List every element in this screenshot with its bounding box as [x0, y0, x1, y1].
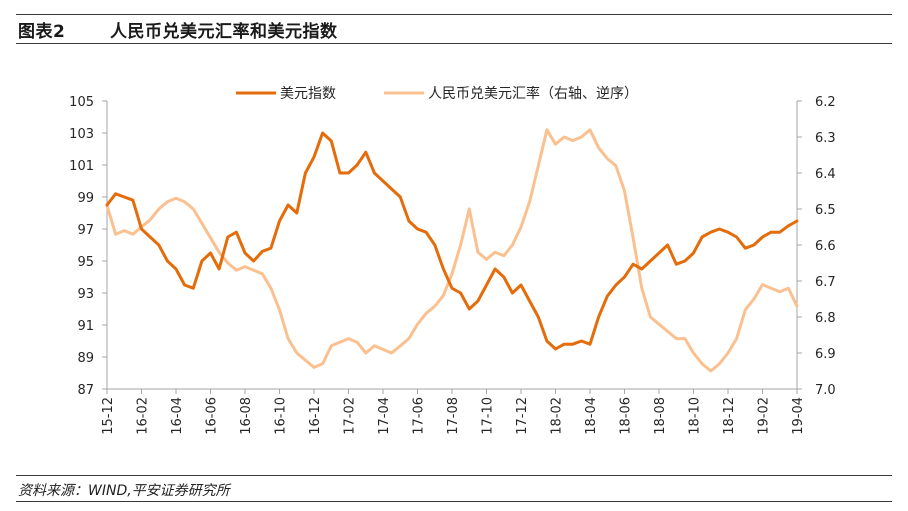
- right-tick-label: 6.8: [815, 311, 836, 326]
- right-tick-label: 6.9: [815, 347, 836, 362]
- legend: 美元指数 人民币兑美元汇率（右轴、逆序）: [236, 85, 638, 102]
- x-tick-label: 17-08: [446, 397, 461, 435]
- x-tick-label: 18-02: [550, 397, 565, 435]
- left-tick-label: 89: [77, 351, 94, 366]
- right-tick-label: 6.4: [815, 167, 836, 182]
- left-tick-label: 93: [77, 287, 94, 302]
- legend-label-cny: 人民币兑美元汇率（右轴、逆序）: [428, 85, 638, 102]
- x-tick-label: 19-02: [757, 397, 772, 435]
- x-tick-label: 16-04: [170, 397, 185, 435]
- x-tick-label: 17-04: [377, 397, 392, 435]
- source-top-rule: [16, 475, 892, 476]
- right-tick-label: 6.3: [815, 131, 836, 146]
- series-group: [105, 128, 799, 373]
- right-tick-label: 6.5: [815, 203, 836, 218]
- left-tick-label: 103: [69, 127, 94, 142]
- x-tick-label: 16-08: [239, 397, 254, 435]
- left-tick-label: 95: [77, 255, 94, 270]
- x-tick-label: 17-10: [481, 397, 496, 435]
- left-tick-label: 99: [77, 191, 94, 206]
- right-tick-label: 6.2: [815, 95, 836, 110]
- x-tick-label: 17-06: [412, 397, 427, 435]
- left-tick-label: 101: [69, 159, 94, 174]
- left-tick-label: 105: [69, 95, 94, 110]
- x-tick-label: 18-04: [584, 397, 599, 435]
- title-top-rule: [16, 14, 892, 15]
- source-bottom-rule: [16, 501, 892, 502]
- x-tick-label: 15-12: [101, 397, 116, 435]
- chart: 美元指数 人民币兑美元汇率（右轴、逆序） 87 89 91 93 95 97 99 101 10…: [69, 85, 836, 435]
- x-tick-label: 19-04: [791, 397, 806, 435]
- figure-title: 人民币兑美元汇率和美元指数: [110, 22, 338, 42]
- x-tick-label: 17-02: [343, 397, 358, 435]
- left-tick-label: 91: [77, 319, 94, 334]
- x-tick-label: 18-06: [619, 397, 634, 435]
- x-tick-label: 18-10: [688, 397, 703, 435]
- tick-labels: 87 89 91 93 95 97 99 101 103 105 6.2 6.3 6.4 6.5 6.6 6.…: [69, 95, 836, 435]
- source-note: 资料来源：WIND,平安证券研究所: [18, 483, 230, 499]
- left-tick-label: 97: [77, 223, 94, 238]
- axes: [102, 100, 802, 394]
- series-line-dxy: [105, 131, 799, 351]
- x-tick-label: 18-08: [653, 397, 668, 435]
- title-bottom-rule: [16, 43, 892, 44]
- x-tick-label: 18-12: [722, 397, 737, 435]
- left-tick-label: 87: [77, 383, 94, 398]
- figure-number: 图表2: [18, 22, 66, 42]
- right-tick-label: 6.7: [815, 275, 836, 290]
- x-tick-label: 16-10: [274, 397, 289, 435]
- x-tick-label: 16-02: [136, 397, 151, 435]
- right-tick-label: 6.6: [815, 239, 836, 254]
- legend-label-dxy: 美元指数: [280, 86, 336, 102]
- x-tick-label: 16-06: [205, 397, 220, 435]
- x-tick-label: 17-12: [515, 397, 530, 435]
- x-tick-label: 16-12: [308, 397, 323, 435]
- right-tick-label: 7.0: [815, 383, 836, 398]
